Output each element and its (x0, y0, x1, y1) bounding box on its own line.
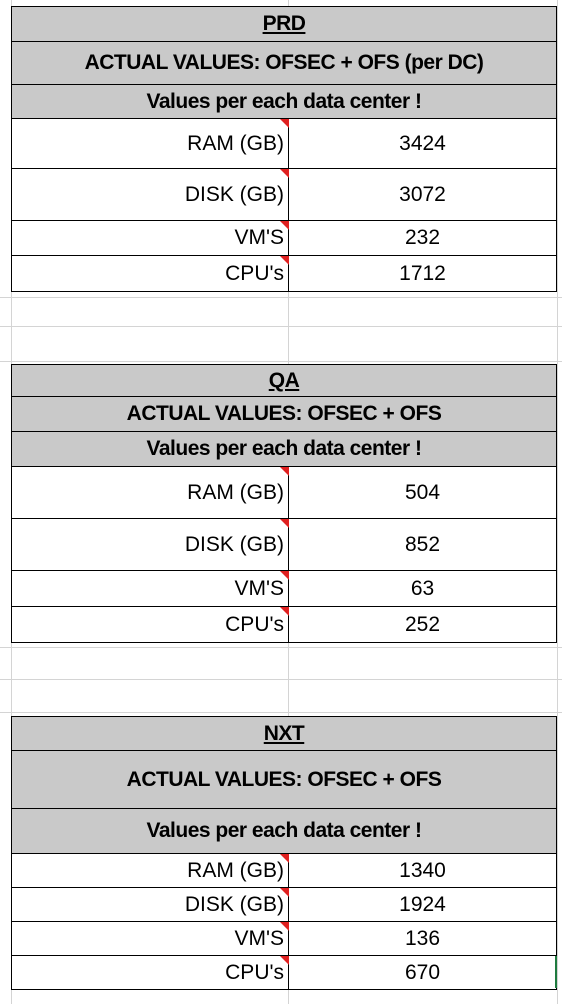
row-label-cell[interactable]: DISK (GB) (12, 888, 289, 921)
row-value: 136 (404, 926, 441, 950)
row-label-cell[interactable]: VM'S (12, 221, 289, 255)
table-row[interactable]: RAM (GB) 1340 (11, 854, 557, 888)
cell-selection-edge[interactable] (555, 956, 560, 988)
section-subtitle-cell[interactable]: ACTUAL VALUES: OFSEC + OFS (per DC) (11, 42, 557, 85)
row-value: 1712 (399, 261, 446, 285)
row-value-cell[interactable]: 1340 (289, 854, 556, 887)
row-value-cell[interactable]: 3424 (289, 119, 556, 168)
row-value-cell[interactable]: 3072 (289, 169, 556, 220)
section-title: NXT (263, 721, 305, 745)
row-label: DISK (GB) (184, 532, 284, 556)
comment-indicator-icon[interactable] (280, 519, 289, 528)
row-value: 3424 (399, 131, 446, 155)
row-label-cell[interactable]: RAM (GB) (12, 467, 289, 518)
table-row[interactable]: VM'S 136 (11, 922, 557, 956)
table-row[interactable]: CPU's 670 (11, 956, 557, 990)
table-row[interactable]: DISK (GB) 1924 (11, 888, 557, 922)
row-value-cell[interactable]: 504 (289, 467, 556, 518)
row-label-cell[interactable]: RAM (GB) (12, 119, 289, 168)
section-title: PRD (262, 12, 306, 35)
comment-indicator-icon[interactable] (280, 956, 289, 965)
section-subtitle-cell[interactable]: ACTUAL VALUES: OFSEC + OFS (11, 751, 557, 809)
comment-indicator-icon[interactable] (280, 571, 289, 580)
section-note: Values per each data center ! (146, 819, 422, 842)
comment-indicator-icon[interactable] (280, 607, 289, 616)
row-label: CPU's (225, 612, 284, 636)
table-row[interactable]: CPU's 1712 (11, 256, 557, 292)
table-row[interactable]: VM'S 232 (11, 221, 557, 256)
comment-indicator-icon[interactable] (280, 888, 289, 897)
row-value-cell[interactable]: 1924 (289, 888, 556, 921)
row-value: 1340 (399, 858, 446, 882)
row-label-cell[interactable]: CPU's (12, 256, 289, 291)
row-label: DISK (GB) (184, 892, 284, 916)
table-row[interactable]: VM'S 63 (11, 571, 557, 607)
row-value-cell[interactable]: 670 (289, 956, 556, 989)
row-label: CPU's (225, 960, 284, 984)
row-value: 852 (404, 532, 441, 556)
row-label: RAM (GB) (187, 131, 284, 155)
comment-indicator-icon[interactable] (280, 256, 289, 265)
table-row[interactable]: CPU's 252 (11, 607, 557, 643)
section-subtitle: ACTUAL VALUES: OFSEC + OFS (126, 402, 442, 425)
row-value: 63 (410, 576, 435, 600)
table-row[interactable]: DISK (GB) 3072 (11, 169, 557, 221)
section-subtitle: ACTUAL VALUES: OFSEC + OFS (per DC) (84, 51, 484, 74)
row-label-cell[interactable]: VM'S (12, 922, 289, 955)
section-note-cell[interactable]: Values per each data center ! (11, 809, 557, 854)
comment-indicator-icon[interactable] (280, 221, 289, 230)
row-label: RAM (GB) (187, 480, 284, 504)
comment-indicator-icon[interactable] (280, 169, 289, 178)
row-label-cell[interactable]: VM'S (12, 571, 289, 606)
table-row[interactable]: RAM (GB) 504 (11, 467, 557, 519)
section-subtitle-cell[interactable]: ACTUAL VALUES: OFSEC + OFS (11, 397, 557, 432)
row-label-cell[interactable]: RAM (GB) (12, 854, 289, 887)
section-title-cell[interactable]: QA (11, 364, 557, 397)
row-label-cell[interactable]: DISK (GB) (12, 519, 289, 570)
row-label-cell[interactable]: CPU's (12, 607, 289, 642)
comment-indicator-icon[interactable] (280, 467, 289, 476)
row-label: VM'S (234, 926, 284, 950)
row-value: 232 (404, 226, 441, 249)
comment-indicator-icon[interactable] (280, 922, 289, 931)
row-value: 252 (404, 612, 441, 636)
section-note-cell[interactable]: Values per each data center ! (11, 432, 557, 467)
row-value: 1924 (399, 892, 446, 916)
section-subtitle: ACTUAL VALUES: OFSEC + OFS (126, 767, 442, 791)
row-value-cell[interactable]: 252 (289, 607, 556, 642)
section-title-cell[interactable]: PRD (11, 6, 557, 42)
comment-indicator-icon[interactable] (280, 854, 289, 863)
section-note: Values per each data center ! (146, 89, 422, 113)
section-note-cell[interactable]: Values per each data center ! (11, 85, 557, 119)
table-row[interactable]: DISK (GB) 852 (11, 519, 557, 571)
row-label: DISK (GB) (184, 182, 284, 206)
row-label-cell[interactable]: DISK (GB) (12, 169, 289, 220)
section-title: QA (268, 368, 300, 392)
row-label-cell[interactable]: CPU's (12, 956, 289, 989)
row-value: 504 (404, 480, 441, 504)
row-value: 3072 (399, 182, 446, 206)
row-label: CPU's (225, 261, 284, 285)
table-row[interactable]: RAM (GB) 3424 (11, 119, 557, 169)
row-label: VM'S (234, 226, 284, 249)
row-value: 670 (404, 960, 441, 984)
section-note: Values per each data center ! (146, 437, 422, 460)
row-value-cell[interactable]: 232 (289, 221, 556, 255)
row-value-cell[interactable]: 136 (289, 922, 556, 955)
row-value-cell[interactable]: 1712 (289, 256, 556, 291)
row-label: VM'S (234, 576, 284, 600)
section-title-cell[interactable]: NXT (11, 716, 557, 751)
row-value-cell[interactable]: 63 (289, 571, 556, 606)
row-label: RAM (GB) (187, 858, 284, 882)
row-value-cell[interactable]: 852 (289, 519, 556, 570)
comment-indicator-icon[interactable] (280, 119, 289, 128)
